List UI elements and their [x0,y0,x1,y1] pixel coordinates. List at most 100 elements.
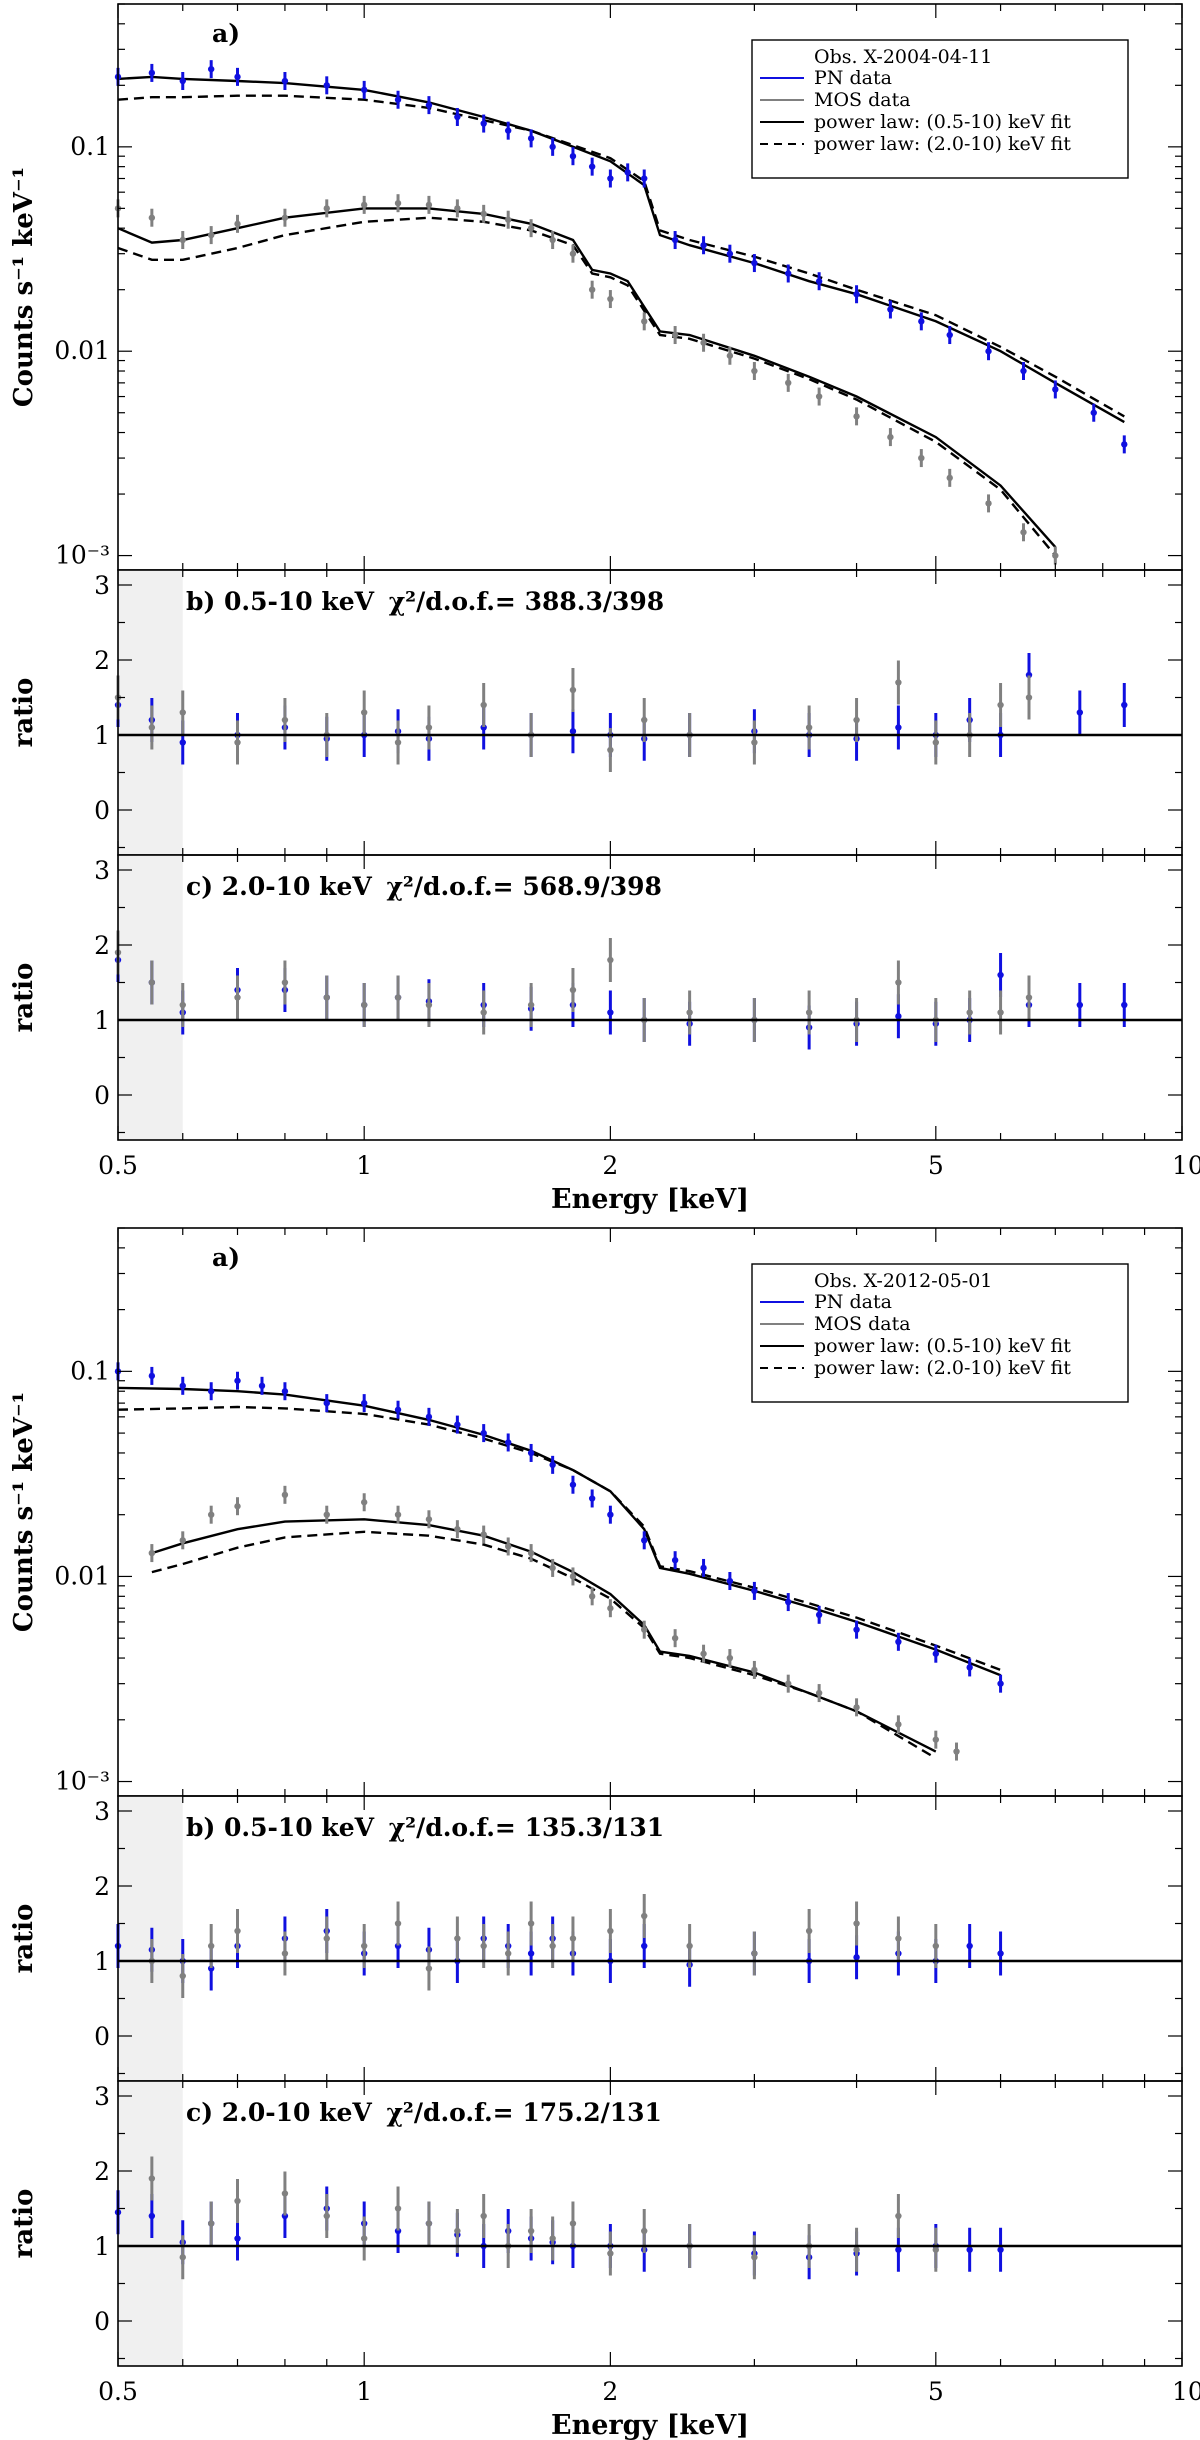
pn-data-point [281,1382,289,1401]
data-marker [985,500,992,507]
pn-data-point [588,1489,596,1508]
data-marker [700,1564,707,1572]
pn-data-point [932,1644,940,1663]
pn-data-point [425,96,433,115]
pn-data-point [480,1424,487,1443]
data-marker [997,1950,1004,1957]
panel-range-label: c) 2.0-10 keV [186,2098,380,2127]
data-marker [527,1950,535,1957]
data-marker [641,1912,648,1920]
data-marker [179,1382,186,1390]
data-marker [281,1491,289,1499]
mos-data-point [946,468,953,487]
pn-data-point [148,1366,156,1385]
pn-data-point [997,1674,1004,1693]
mos-data-point [425,195,433,214]
mos-data-point [549,231,556,250]
legend-box [751,39,1129,179]
data-marker [234,2197,241,2205]
pn-ratio-point [997,1931,1004,1976]
y-tick-label: 1 [94,2232,110,2261]
data-marker [588,286,596,293]
legend-box [751,1263,1129,1403]
mos-data-point [360,1493,368,1512]
data-marker [569,2220,577,2227]
data-marker [394,1406,402,1413]
data-marker [671,331,679,339]
data-marker [258,1382,266,1390]
mos-data-point [480,204,487,223]
data-marker [323,205,330,212]
mos-ratio-point [394,2186,402,2231]
mos-data-point [641,1620,648,1639]
data-marker [932,739,940,746]
mos-data-point [671,326,679,345]
mos-ratio-point [148,960,156,1005]
data-marker [549,236,556,244]
data-marker [997,2246,1004,2253]
data-marker [234,2235,241,2242]
data-marker [1052,386,1059,393]
data-marker [454,205,461,212]
x-tick-label: 10 [1172,2377,1200,2406]
data-marker [425,201,433,209]
mos-data-point [569,1567,577,1586]
data-marker [946,331,953,339]
pn-data-point [700,236,707,255]
data-marker [360,201,368,209]
x-tick-label: 0.5 [98,1151,138,1180]
mos-data-point [207,1505,215,1524]
mos-data-point [588,1587,596,1606]
mos-ratio-point [895,960,902,1005]
data-marker [425,101,433,109]
mos-data-point [360,195,368,214]
data-marker [480,2212,487,2220]
ratio-panel-1-c: 0 1 2 3 ratio c) 2.0-10 keV χ²/d.o.f.= 568.9/… [9,854,1183,1141]
data-marker [281,214,289,221]
data-marker [360,709,368,716]
pn-data-point [607,1505,614,1524]
y-tick-label: 2 [94,2157,110,2186]
data-marker [953,1748,960,1755]
mos-data-point [179,1531,186,1550]
data-marker [726,1577,734,1585]
mos-data-point [1052,546,1059,565]
data-marker [815,393,823,400]
pn-data-point [1020,362,1027,381]
data-marker [853,716,860,724]
mos-ratio-point [751,1931,758,1976]
data-marker [527,224,535,232]
data-marker [624,169,631,176]
mos-ratio-point [360,2216,368,2261]
mos-ratio-point [234,975,241,1020]
data-marker [966,1664,973,1671]
data-marker [785,379,792,387]
pn-data-point [785,1593,792,1612]
mos-ratio-point [504,1931,512,1976]
data-marker [148,2175,156,2182]
data-marker [641,175,648,182]
data-marker [179,1972,186,1980]
pn-data-point [985,342,992,361]
data-marker [966,1942,973,1950]
data-marker [588,163,596,170]
data-marker [918,454,925,462]
mos-data-point [785,1674,792,1693]
mos-data-point [953,1742,960,1761]
data-marker [997,701,1004,709]
data-marker [179,236,186,244]
data-marker [394,739,402,746]
data-marker [234,739,241,746]
data-marker [234,1927,241,1935]
data-marker [480,724,487,731]
mos-ratio-point [853,1901,860,1946]
data-marker [997,1680,1004,1687]
x-axis-label: Energy [keV] [551,2410,749,2440]
mos-ratio-point [895,1916,902,1961]
mos-ratio-point [234,2179,241,2223]
legend-title: Obs. X-2012-05-01 [814,1270,992,1292]
data-marker [323,1511,330,1518]
data-marker [641,1626,648,1633]
data-marker [179,77,186,85]
data-marker [148,214,156,221]
